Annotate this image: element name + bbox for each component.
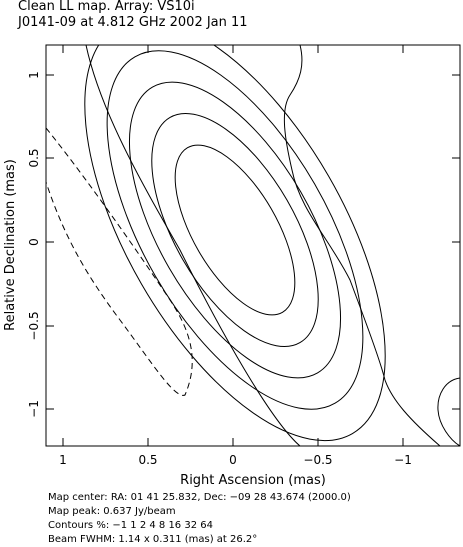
y-tick-label: 0.5 (27, 148, 41, 167)
x-axis-label: Right Ascension (mas) (180, 473, 326, 488)
contours-text: Contours %: −1 1 2 4 8 16 32 64 (48, 520, 213, 531)
x-tick-label: −0.5 (303, 453, 332, 467)
map-title: Clean LL map. Array: VS10i (18, 0, 195, 14)
map-subtitle: J0141-09 at 4.812 GHz 2002 Jan 11 (17, 15, 248, 30)
contour-level-4 (128, 81, 342, 379)
contour-lower-right (437, 377, 460, 446)
plot-frame (45, 44, 461, 447)
y-tick-label: −0.5 (27, 311, 41, 340)
tick-marks (46, 45, 460, 446)
x-tick-label: 0.5 (138, 453, 157, 467)
y-tick-label: −1 (27, 400, 41, 418)
map-center-text: Map center: RA: 01 41 25.832, Dec: −09 2… (48, 492, 351, 503)
y-tick-label: 0 (27, 238, 41, 246)
x-tick-label: −1 (394, 453, 412, 467)
negative-contour (46, 127, 193, 396)
x-tick-label: 1 (59, 453, 67, 467)
contour-lines (46, 45, 460, 446)
y-axis-label: Relative Declination (mas) (3, 159, 18, 331)
contour-level-6 (174, 144, 296, 316)
contour-level-2 (84, 45, 386, 442)
y-tick-label: 1 (27, 71, 41, 79)
contour-level-5 (151, 112, 319, 348)
beam-fwhm-text: Beam FWHM: 1.14 x 0.311 (mas) at 26.2° (48, 534, 257, 545)
x-tick-label: 0 (229, 453, 237, 467)
contour-level-3 (106, 50, 364, 410)
map-peak-text: Map peak: 0.637 Jy/beam (48, 506, 176, 517)
contour-level-1 (85, 45, 441, 446)
